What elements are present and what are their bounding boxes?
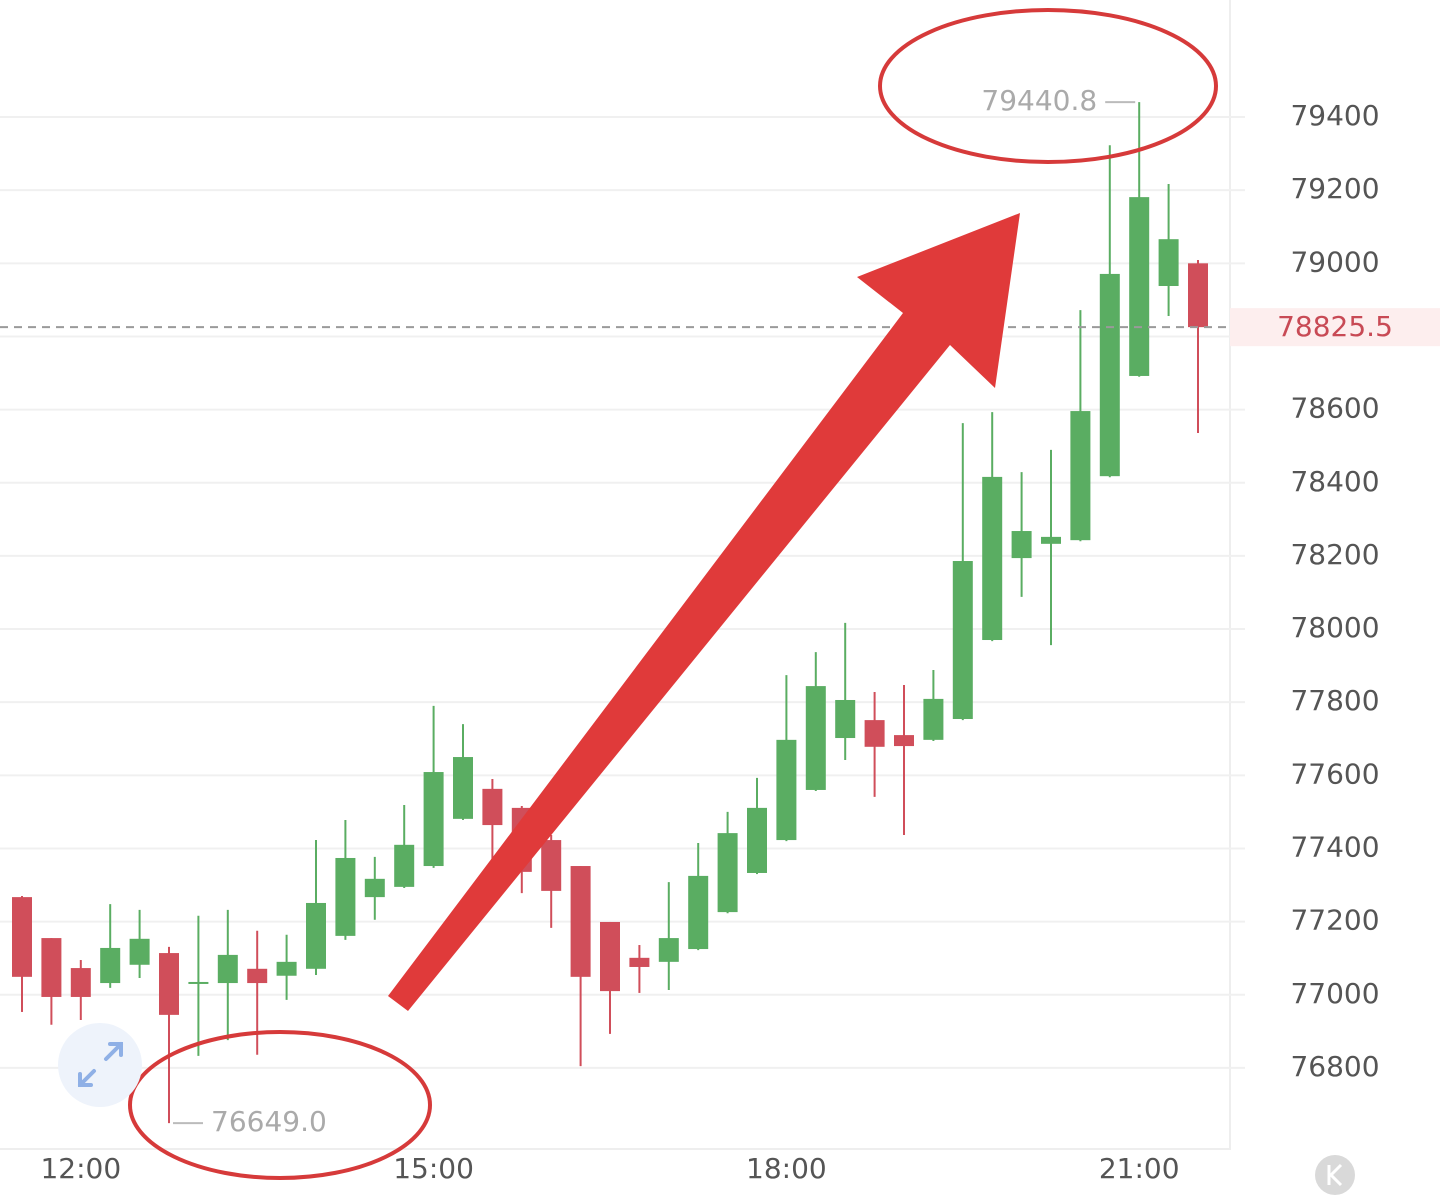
y-tick-label: 79400 [1290,99,1379,132]
grid [0,116,1245,1069]
candle-body [776,739,797,841]
y-tick-label: 77000 [1290,977,1379,1010]
y-tick-label: 79200 [1290,172,1379,205]
y-tick-label: 79000 [1290,245,1379,278]
candle-body [864,720,885,747]
candle-body [129,938,150,965]
labels: 76800 77000 77200 77400 77600 77800 78000 78200… [0,84,1440,1185]
min-label: 76649.0 [211,1105,327,1138]
candle-body [805,686,826,790]
max-label: 79440.8 [981,84,1097,117]
y-tick-label: 78000 [1290,611,1379,644]
candle-body [482,788,503,826]
current-price-label: 78825.5 [1277,310,1393,343]
candle-body [364,878,385,898]
y-tick-label: 78600 [1290,392,1379,425]
candle-body [159,953,179,1015]
current-price-bg [1230,308,1440,347]
candles [12,102,1208,1124]
y-tick-label: 76800 [1290,1050,1379,1083]
y-tick-label: 78200 [1290,538,1379,571]
candle-body [217,954,238,984]
candle-body [1188,263,1208,328]
candle-body [952,561,973,720]
x-tick-label: 12:00 [40,1152,121,1185]
expand-button[interactable] [58,1023,142,1107]
candle-body [835,699,856,739]
candle-body [717,833,738,913]
candle-body [41,938,62,997]
candle-body [306,902,326,969]
candle-body [923,698,944,740]
candle-body [1070,411,1091,541]
candle-body [747,807,767,873]
candle-body [276,961,297,976]
candle-body [1041,536,1061,544]
candle-body [1099,273,1120,477]
y-tick-label: 77600 [1290,757,1379,790]
candle-body [600,921,620,992]
k-button[interactable] [1315,1155,1355,1195]
candle-body [423,772,444,867]
candle-body [453,757,473,819]
x-tick-label: 18:00 [746,1152,827,1185]
candle-body [247,968,268,984]
y-tick-label: 77800 [1290,684,1379,717]
candle-body [394,844,415,887]
highlight-ellipse [128,1030,432,1180]
candle-body [982,476,1003,641]
candle-body [12,897,32,977]
candle-body [894,735,914,747]
candle-body [335,857,356,936]
x-tick-label: 21:00 [1099,1152,1180,1185]
y-tick-label: 77200 [1290,904,1379,937]
y-tick-label: 78400 [1290,465,1379,498]
x-tick-label: 15:00 [393,1152,474,1185]
candle-body [1011,531,1032,559]
y-tick-label: 77400 [1290,830,1379,863]
candle-body [100,947,121,984]
candle-body [541,840,562,891]
trend-arrow [388,213,1020,1011]
candle-body [1158,239,1179,286]
candle-body [688,875,709,950]
candle-body [658,938,679,962]
candle-body [70,968,91,997]
candle-body [570,866,591,977]
candle-body [629,957,650,967]
candle-body [1129,197,1150,376]
candle-body [188,981,209,984]
highlight-ellipse [878,8,1218,164]
